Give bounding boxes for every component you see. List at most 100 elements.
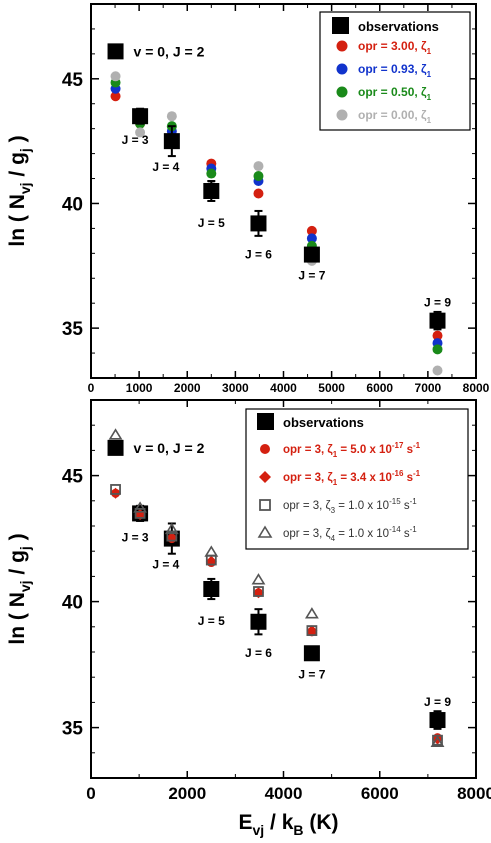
- y-tick-label: 45: [62, 70, 84, 91]
- level-label: J = 4: [152, 160, 179, 174]
- series-3-point: [110, 484, 121, 495]
- series-4-point: [251, 573, 266, 585]
- x-tick-label: 8000: [463, 381, 490, 395]
- level-label: J = 9: [424, 695, 451, 709]
- legend-label: opr = 3, ζ3 = 1.0 x 10-15 s-1: [283, 497, 417, 515]
- series-3-point: [166, 530, 178, 542]
- legend-observations-label: observations: [358, 19, 439, 34]
- observation-point: [203, 581, 220, 597]
- series-2-point: [306, 625, 318, 637]
- level-label: J = 3: [122, 133, 149, 147]
- series-1-point: [110, 91, 121, 102]
- level-label: J = 6: [245, 247, 272, 261]
- x-tick-label: 6000: [361, 784, 399, 803]
- y-tick-label: 45: [62, 467, 84, 488]
- series-3-point: [206, 168, 217, 179]
- y-tick-label: 35: [62, 719, 84, 740]
- series-3-point: [306, 625, 318, 636]
- series-4-point: [135, 127, 146, 138]
- legend-label: opr = 3, ζ4 = 1.0 x 10-14 s-1: [283, 525, 417, 543]
- observation-point: [107, 439, 124, 456]
- series-4-point: [204, 545, 219, 557]
- series-4-point: [133, 501, 148, 513]
- observation-point: [107, 43, 124, 60]
- level-label: J = 4: [152, 558, 179, 572]
- legend-marker: [259, 499, 271, 511]
- series-1-point: [432, 330, 443, 341]
- legend-label: opr = 3, ζ1 = 5.0 x 10-17 s-1: [283, 441, 421, 459]
- level-label: J = 9: [424, 296, 451, 310]
- series-1-point: [306, 225, 317, 236]
- legend: observations opr = 3.00, ζ1 opr = 0.93, ζ1…: [319, 11, 471, 131]
- legend-label: opr = 0.00, ζ1: [358, 108, 432, 125]
- observation-point: [250, 613, 267, 630]
- series-4-point: [164, 522, 179, 535]
- observation-point: [203, 183, 220, 199]
- y-axis-label: ln ( Nvj / gj ): [6, 533, 33, 644]
- level-label: v = 0, J = 2: [134, 43, 205, 59]
- legend: observations opr = 3, ζ1 = 5.0 x 10-17 s-…: [245, 408, 469, 550]
- series-3-point: [432, 344, 443, 355]
- series-4-point: [108, 428, 123, 440]
- observation-point: [250, 215, 267, 232]
- series-4-point: [253, 161, 264, 172]
- x-tick-label: 1000: [126, 381, 153, 395]
- series-3-point: [253, 171, 264, 182]
- level-label: J = 5: [198, 216, 225, 230]
- y-tick-label: 35: [62, 319, 84, 340]
- top-panel: 0 1000 2000 3000 4000 5000 6000 7000 8000 35 40 45 l…: [6, 3, 490, 395]
- legend-marker: [336, 63, 348, 75]
- x-tick-label: 4000: [265, 784, 303, 803]
- x-tick-label: 2000: [174, 381, 201, 395]
- legend-marker: [336, 86, 348, 98]
- x-tick-label: 7000: [415, 381, 442, 395]
- level-label: J = 3: [122, 530, 149, 544]
- level-label: J = 7: [298, 667, 325, 681]
- legend-label: opr = 3.00, ζ1: [358, 39, 432, 56]
- series-4-point: [110, 71, 121, 82]
- y-tick-label: 40: [62, 593, 83, 614]
- series-4-point: [432, 365, 443, 376]
- x-tick-label: 8000: [457, 784, 491, 803]
- x-tick-label: 4000: [270, 381, 297, 395]
- observation-point: [429, 712, 446, 729]
- level-label: v = 0, J = 2: [134, 440, 205, 456]
- series-4-point: [304, 607, 319, 619]
- legend-box: [245, 408, 469, 550]
- level-label: J = 7: [298, 269, 325, 283]
- x-tick-label: 6000: [366, 381, 393, 395]
- legend-label: opr = 3, ζ1 = 3.4 x 10-16 s-1: [283, 469, 421, 487]
- series-1-point: [253, 188, 264, 199]
- series-2-point: [306, 233, 317, 244]
- y-tick-label: 40: [62, 194, 83, 215]
- series-4-point: [430, 735, 445, 748]
- observation-point: [303, 246, 320, 263]
- series-3-point: [253, 586, 264, 597]
- legend-marker: [257, 525, 273, 538]
- level-label: J = 5: [198, 614, 225, 628]
- legend-marker: [336, 109, 348, 121]
- x-axis-label: Evj / kB (K): [238, 811, 338, 838]
- legend-observations-label: observations: [283, 415, 364, 430]
- observation-point: [132, 108, 149, 125]
- bottom-panel: 0 2000 4000 6000 8000 35 40 45 ln ( Nvj / gj ) Ev…: [6, 399, 491, 838]
- series-4-point: [166, 111, 177, 122]
- x-tick-label: 2000: [168, 784, 206, 803]
- legend-marker: [336, 40, 348, 52]
- legend-marker: [259, 471, 271, 483]
- legend-marker: [260, 444, 270, 454]
- x-tick-label: 5000: [318, 381, 345, 395]
- x-tick-label: 0: [88, 381, 95, 395]
- y-axis-label: ln ( Nvj / gj ): [6, 135, 33, 246]
- legend-label: opr = 0.50, ζ1: [358, 85, 432, 102]
- observation-point: [163, 133, 180, 150]
- x-tick-label: 0: [86, 784, 95, 803]
- x-tick-label: 3000: [222, 381, 249, 395]
- legend-observations-marker: [332, 17, 349, 34]
- legend-observations-marker: [257, 413, 274, 430]
- level-label: J = 6: [245, 646, 272, 660]
- series-3-point: [134, 507, 146, 519]
- observation-point: [429, 312, 446, 329]
- observation-point: [303, 645, 320, 662]
